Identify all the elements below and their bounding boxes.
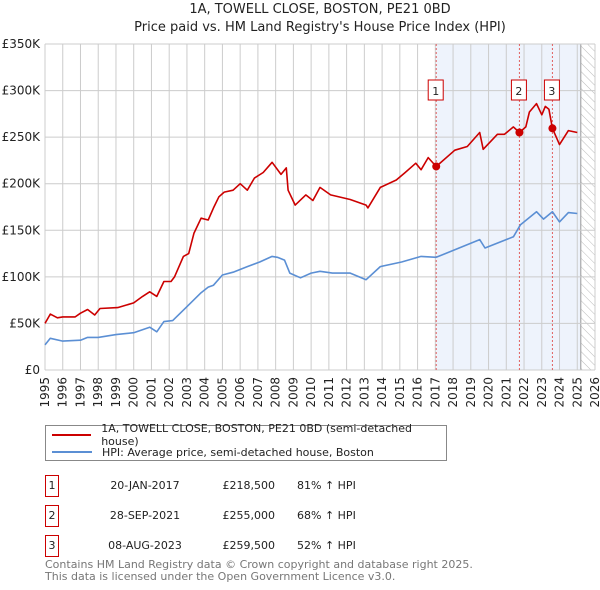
transaction-row: 2 28-SEP-2021 £255,000 68% ↑ HPI (45, 505, 445, 527)
x-tick-label: 1995 (38, 377, 52, 408)
sale-label: 3 (548, 85, 555, 98)
x-tick-label: 2000 (127, 377, 141, 408)
x-tick-label: 2012 (340, 377, 354, 408)
x-tick-label: 1996 (56, 377, 70, 408)
y-tick-label: £100K (2, 270, 42, 284)
x-tick-label: 2013 (357, 377, 371, 408)
x-tick-label: 2011 (322, 377, 336, 408)
property-price-line (44, 102, 578, 324)
legend-item-hpi: HPI: Average price, semi-detached house,… (52, 444, 374, 460)
x-tick-label: 2018 (446, 377, 460, 408)
x-tick-label: 2003 (180, 377, 194, 408)
x-tick-label: 2007 (251, 377, 265, 408)
legend-line-hpi (52, 451, 92, 453)
sale-point (432, 162, 441, 171)
y-tick-label: £300K (2, 84, 42, 98)
x-tick-label: 2010 (304, 377, 318, 408)
x-tick-label: 2004 (198, 377, 212, 408)
legend-label-property: 1A, TOWELL CLOSE, BOSTON, PE21 0BD (semi… (101, 422, 412, 448)
x-tick-label: 2002 (162, 377, 176, 408)
y-tick-label: £200K (2, 177, 42, 191)
sale-label: 2 (515, 85, 522, 98)
legend-label-hpi: HPI: Average price, semi-detached house,… (102, 445, 374, 459)
hpi-line (44, 210, 578, 346)
transaction-hpi: 52% ↑ HPI (297, 539, 356, 552)
chart-subtitle: Price paid vs. HM Land Registry's House … (134, 20, 506, 35)
x-tick-label: 2014 (375, 377, 389, 408)
legend: 1A, TOWELL CLOSE, BOSTON, PE21 0BD (semi… (45, 422, 447, 461)
transaction-date: 28-SEP-2021 (109, 509, 181, 522)
sale-point (515, 128, 524, 137)
x-tick-label: 2009 (286, 377, 300, 408)
x-tick-label: 2006 (233, 377, 247, 408)
transaction-number: 3 (45, 535, 59, 557)
legend-line-property (52, 434, 92, 436)
footer-copyright: Contains HM Land Registry data © Crown c… (45, 558, 473, 571)
x-tick-label: 2001 (144, 377, 158, 408)
transaction-date: 20-JAN-2017 (110, 479, 180, 492)
legend-item-property: 1A, TOWELL CLOSE, BOSTON, PE21 0BD (semi… (52, 422, 446, 448)
x-tick-label: 2024 (553, 377, 567, 408)
x-tick-label: 2020 (482, 377, 496, 408)
transaction-number: 2 (45, 505, 59, 527)
x-tick-label: 2008 (269, 377, 283, 408)
footer-licence: This data is licensed under the Open Gov… (45, 570, 396, 583)
transaction-number: 1 (45, 475, 59, 497)
y-tick-label: £350K (2, 37, 42, 51)
sale-label-box (543, 79, 560, 101)
transaction-price: £218,500 (222, 479, 276, 492)
future-hatch (580, 44, 595, 370)
sale-label-box (427, 79, 444, 101)
x-tick-label: 1997 (73, 377, 87, 408)
x-tick-label: 2023 (535, 377, 549, 408)
y-tick-label: £0 (25, 363, 40, 377)
transaction-row: 3 08-AUG-2023 £259,500 52% ↑ HPI (45, 535, 445, 557)
x-tick-label: 2021 (499, 377, 513, 408)
x-tick-label: 2022 (517, 377, 531, 408)
y-tick-label: £50K (9, 316, 41, 330)
transaction-hpi: 68% ↑ HPI (297, 509, 356, 522)
y-tick-label: £250K (2, 130, 42, 144)
transaction-price: £259,500 (222, 539, 276, 552)
sale-label: 1 (432, 85, 439, 98)
x-tick-label: 2026 (588, 377, 600, 408)
x-tick-label: 1999 (109, 377, 123, 408)
sale-point (548, 124, 557, 133)
x-tick-label: 2005 (215, 377, 229, 408)
x-tick-label: 2017 (428, 377, 442, 408)
transaction-date: 08-AUG-2023 (108, 539, 182, 552)
transaction-row: 1 20-JAN-2017 £218,500 81% ↑ HPI (45, 475, 445, 497)
transaction-price: £255,000 (222, 509, 276, 522)
x-tick-label: 2016 (411, 377, 425, 408)
chart-title: 1A, TOWELL CLOSE, BOSTON, PE21 0BD (189, 2, 451, 17)
x-tick-label: 2025 (570, 377, 584, 408)
x-tick-label: 2019 (464, 377, 478, 408)
sale-label-box (510, 79, 527, 101)
price-chart: 1995 1996 1997 1998 1999 2000 2001 2002 2003 2004… (2, 37, 600, 408)
transaction-hpi: 81% ↑ HPI (297, 479, 356, 492)
y-tick-label: £150K (2, 223, 42, 237)
x-tick-label: 2015 (393, 377, 407, 408)
x-tick-label: 1998 (91, 377, 105, 408)
